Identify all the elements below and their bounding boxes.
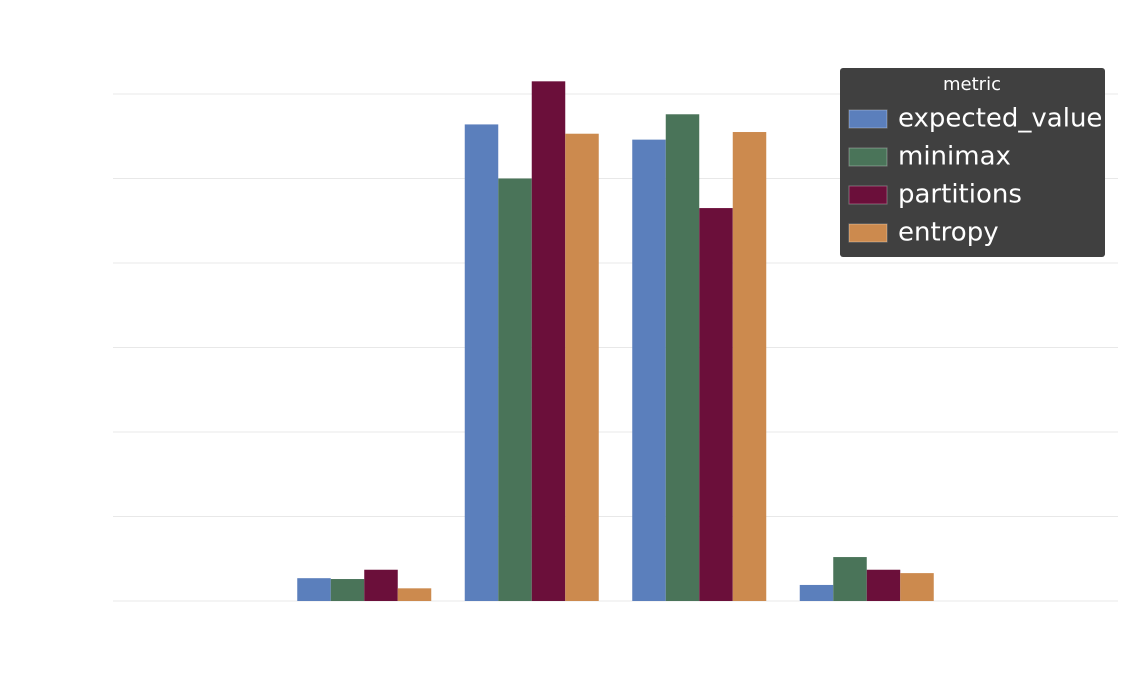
bar: [665, 114, 700, 601]
legend-box: [840, 68, 1105, 257]
bar: [632, 139, 666, 601]
bar: [464, 124, 499, 602]
bar: [833, 557, 867, 601]
bar: [297, 578, 331, 601]
bar: [364, 569, 398, 601]
bar: [498, 178, 532, 601]
bar: [732, 132, 767, 601]
legend-swatch: [848, 147, 888, 167]
bar: [799, 584, 834, 601]
legend-label: entropy: [898, 218, 999, 248]
legend-label: minimax: [898, 142, 1011, 172]
bar: [699, 208, 733, 601]
bar: [565, 133, 599, 601]
bar: [900, 573, 934, 601]
bar: [397, 588, 432, 601]
bar: [531, 81, 566, 601]
legend-title: metric: [943, 74, 1001, 95]
legend-swatch: [848, 185, 888, 205]
bar: [866, 569, 901, 601]
legend-label: partitions: [898, 180, 1022, 210]
legend-swatch: [848, 223, 888, 243]
legend-label: expected_value: [898, 104, 1102, 134]
bars: [297, 81, 934, 602]
grid: [113, 93, 1118, 602]
legend-swatch: [848, 109, 888, 129]
bar: [330, 579, 365, 601]
